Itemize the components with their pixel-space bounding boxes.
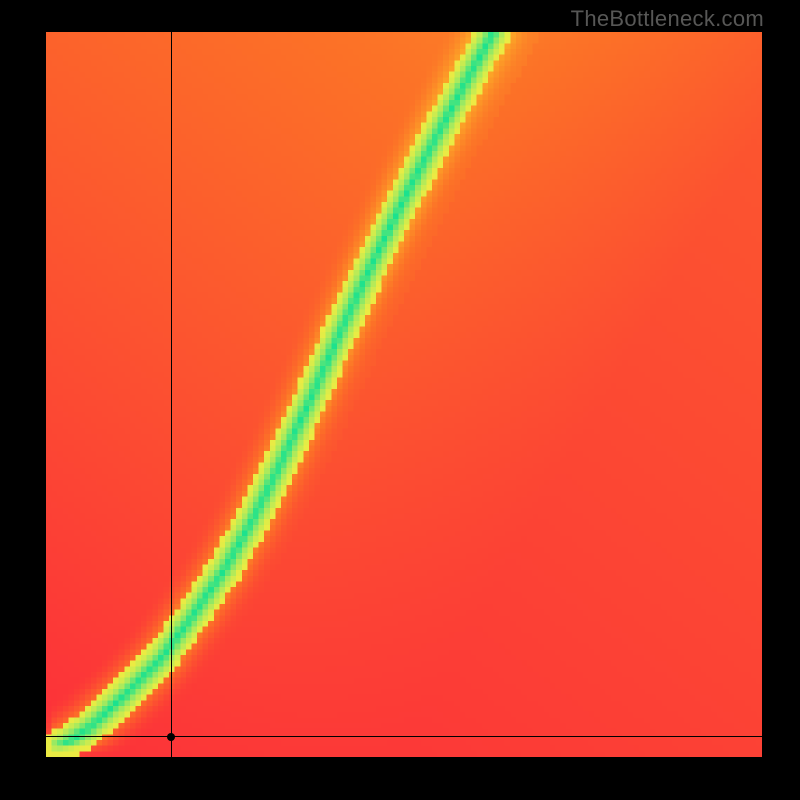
- crosshair-vertical: [171, 32, 172, 757]
- bottleneck-heatmap: [46, 32, 762, 757]
- crosshair-horizontal: [46, 736, 762, 737]
- watermark-text: TheBottleneck.com: [571, 6, 764, 32]
- crosshair-marker-dot: [167, 733, 175, 741]
- plot-area: [46, 32, 762, 757]
